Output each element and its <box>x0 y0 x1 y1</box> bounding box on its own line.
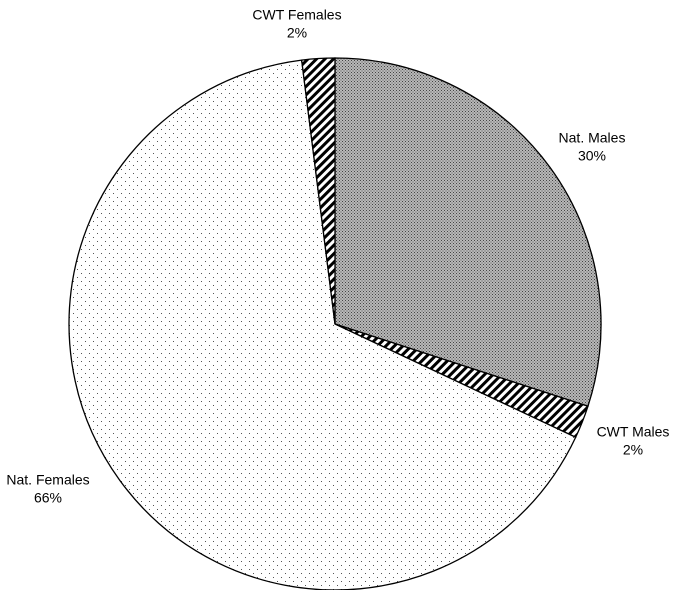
slice-value-label: 30% <box>578 148 606 164</box>
slice-value-label: 2% <box>287 25 307 41</box>
pie-slice <box>334 57 602 408</box>
slice-label: CWT Females <box>252 7 341 23</box>
slice-value-label: 66% <box>34 490 62 506</box>
slice-value-label: 2% <box>623 442 643 458</box>
slice-label: Nat. Males <box>559 130 626 146</box>
slice-label: CWT Males <box>597 424 670 440</box>
pie-slice <box>68 59 577 590</box>
slice-label: Nat. Females <box>6 472 89 488</box>
pie-slice <box>300 57 336 325</box>
